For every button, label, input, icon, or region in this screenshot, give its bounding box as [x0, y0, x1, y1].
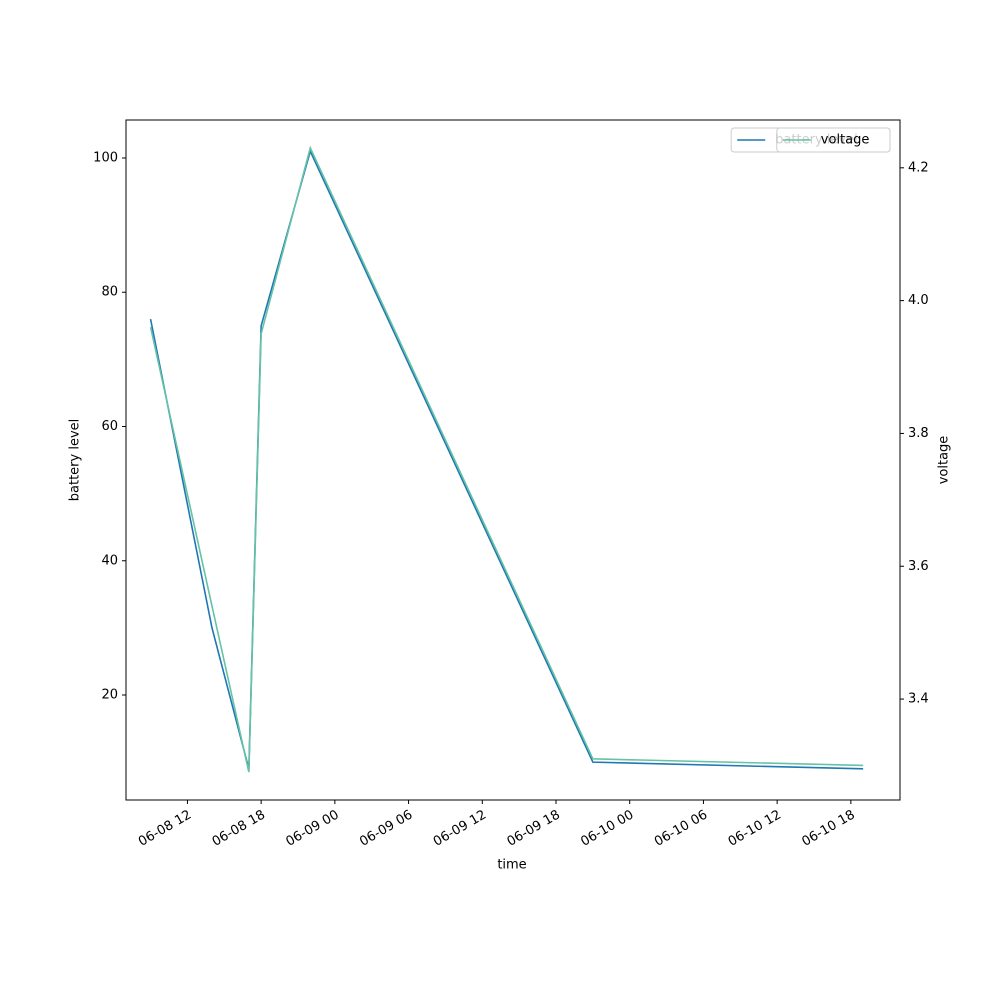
legend-label: voltage [821, 133, 870, 148]
legend-box [776, 127, 891, 153]
y2-tick-label: 3.6 [908, 559, 929, 574]
y-tick-label: 20 [101, 688, 118, 703]
y2-tick-label: 4.0 [908, 293, 929, 308]
y2-axis-label: voltage [937, 436, 952, 485]
y-tick-label: 40 [101, 553, 118, 568]
y-tick-label: 100 [93, 150, 118, 165]
y-axis-label: battery level [68, 419, 83, 502]
x-axis-label: time [497, 858, 526, 873]
line-series [149, 148, 864, 770]
plot-frame [125, 119, 901, 801]
line-series [149, 145, 864, 773]
y2-tick-label: 4.2 [908, 160, 929, 175]
y2-tick-label: 3.4 [908, 692, 929, 707]
y2-tick-label: 3.8 [908, 426, 929, 441]
y-tick-label: 80 [101, 285, 118, 300]
y-tick-label: 60 [101, 419, 118, 434]
